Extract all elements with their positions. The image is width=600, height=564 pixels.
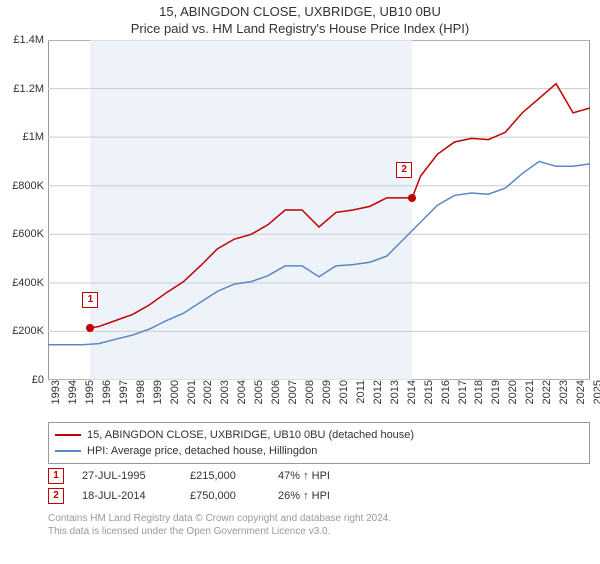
y-tick-label: £200K [12, 325, 48, 337]
x-tick-label: 2022 [539, 380, 553, 404]
y-tick-label: £1.4M [13, 34, 48, 46]
transaction-marker-dot [86, 324, 94, 332]
legend: 15, ABINGDON CLOSE, UXBRIDGE, UB10 0BU (… [48, 422, 590, 464]
x-tick-label: 2004 [234, 380, 248, 404]
transaction-delta: 47% ↑ HPI [278, 470, 330, 482]
x-tick-label: 2025 [590, 380, 600, 404]
transaction-marker-dot [408, 194, 416, 202]
footer-attribution: Contains HM Land Registry data © Crown c… [48, 512, 590, 538]
legend-item: HPI: Average price, detached house, Hill… [55, 443, 583, 459]
x-tick-label: 2013 [387, 380, 401, 404]
transaction-date: 18-JUL-2014 [82, 490, 172, 502]
x-tick-label: 1996 [99, 380, 113, 404]
y-tick-label: £600K [12, 228, 48, 240]
x-tick-label: 2014 [404, 380, 418, 404]
x-tick-label: 2007 [285, 380, 299, 404]
x-tick-label: 1999 [150, 380, 164, 404]
legend-label: HPI: Average price, detached house, Hill… [87, 443, 317, 459]
x-tick-label: 2011 [353, 380, 367, 404]
transaction-marker-badge: 2 [396, 162, 412, 178]
transaction-row: 2 18-JUL-2014 £750,000 26% ↑ HPI [48, 488, 590, 504]
chart-container: 15, ABINGDON CLOSE, UXBRIDGE, UB10 0BU P… [0, 4, 600, 564]
transaction-marker-badge: 1 [82, 292, 98, 308]
transaction-price: £215,000 [190, 470, 260, 482]
legend-item: 15, ABINGDON CLOSE, UXBRIDGE, UB10 0BU (… [55, 427, 583, 443]
x-tick-label: 2018 [471, 380, 485, 404]
transaction-delta: 26% ↑ HPI [278, 490, 330, 502]
footer-line-1: Contains HM Land Registry data © Crown c… [48, 512, 590, 525]
x-tick-label: 1997 [116, 380, 130, 404]
x-tick-label: 2020 [505, 380, 519, 404]
transaction-date: 27-JUL-1995 [82, 470, 172, 482]
x-tick-label: 2016 [438, 380, 452, 404]
transaction-row: 1 27-JUL-1995 £215,000 47% ↑ HPI [48, 468, 590, 484]
x-tick-label: 2023 [556, 380, 570, 404]
footer-line-2: This data is licensed under the Open Gov… [48, 525, 590, 538]
title-line-2: Price paid vs. HM Land Registry's House … [0, 21, 600, 36]
x-tick-label: 2019 [488, 380, 502, 404]
y-tick-label: £400K [12, 277, 48, 289]
chart-plot-area: £0£200K£400K£600K£800K£1M£1.2M£1.4M12 [48, 40, 590, 380]
x-tick-label: 1994 [65, 380, 79, 404]
x-tick-label: 2012 [370, 380, 384, 404]
transaction-price: £750,000 [190, 490, 260, 502]
x-tick-label: 2003 [217, 380, 231, 404]
x-tick-label: 2010 [336, 380, 350, 404]
transaction-badge: 2 [48, 488, 64, 504]
x-tick-label: 2002 [200, 380, 214, 404]
x-tick-label: 2024 [573, 380, 587, 404]
x-tick-label: 1998 [133, 380, 147, 404]
x-tick-label: 2015 [421, 380, 435, 404]
x-axis-labels: 1993199419951996199719981999200020012002… [48, 380, 590, 416]
x-tick-label: 2000 [167, 380, 181, 404]
y-tick-label: £800K [12, 180, 48, 192]
title-line-1: 15, ABINGDON CLOSE, UXBRIDGE, UB10 0BU [0, 4, 600, 19]
x-tick-label: 2008 [302, 380, 316, 404]
transaction-list: 1 27-JUL-1995 £215,000 47% ↑ HPI 2 18-JUL-201… [0, 468, 600, 504]
x-tick-label: 2017 [455, 380, 469, 404]
x-tick-label: 2006 [268, 380, 282, 404]
x-tick-label: 2021 [522, 380, 536, 404]
legend-swatch [55, 450, 81, 452]
x-tick-label: 2001 [184, 380, 198, 404]
x-tick-label: 1993 [48, 380, 62, 404]
x-tick-label: 2009 [319, 380, 333, 404]
y-tick-label: £1.2M [13, 83, 48, 95]
transaction-badge: 1 [48, 468, 64, 484]
y-tick-label: £1M [23, 131, 48, 143]
legend-swatch [55, 434, 81, 436]
legend-label: 15, ABINGDON CLOSE, UXBRIDGE, UB10 0BU (… [87, 427, 414, 443]
x-tick-label: 1995 [82, 380, 96, 404]
x-tick-label: 2005 [251, 380, 265, 404]
y-tick-label: £0 [32, 374, 48, 386]
